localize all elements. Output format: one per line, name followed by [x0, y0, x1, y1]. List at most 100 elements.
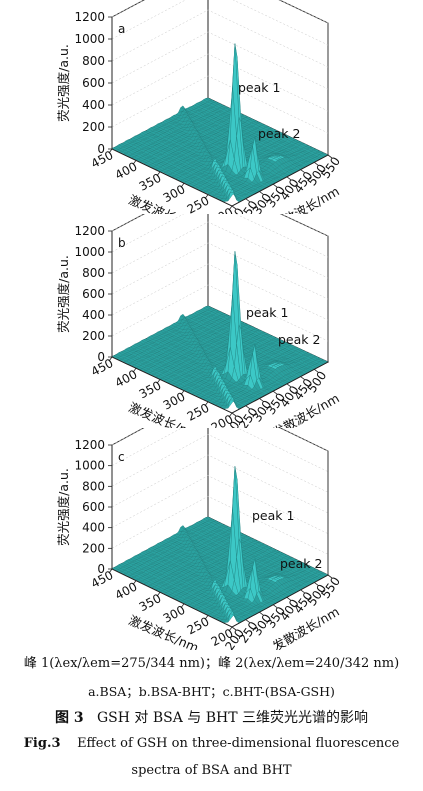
y-tick — [327, 154, 333, 159]
y-tick — [300, 169, 305, 173]
z-gridline — [111, 454, 329, 514]
x-tick-label: 350 — [137, 591, 164, 614]
surface-cell — [227, 399, 235, 409]
x-tick — [228, 626, 233, 632]
x-tick — [132, 580, 137, 585]
x-tick — [204, 401, 209, 407]
x-tick — [204, 615, 209, 620]
surface-mesh — [111, 43, 329, 203]
x-tick — [156, 379, 161, 384]
z-gridline — [111, 475, 329, 534]
y-tick — [300, 589, 305, 594]
panel-letter: a — [118, 22, 125, 36]
x-tick-label: 400 — [113, 367, 140, 390]
excitation-axis — [111, 568, 233, 628]
caption-en-line1: Fig.3 Effect of GSH on three-dimensional… — [0, 736, 423, 751]
x-tick — [204, 194, 209, 199]
z-tick-label: 600 — [82, 500, 105, 514]
z-gridline — [111, 75, 329, 134]
y-tick — [259, 191, 264, 195]
x-tick-label: 350 — [137, 171, 164, 194]
y-tick — [272, 390, 278, 395]
z-tick-label: 400 — [82, 308, 105, 322]
z-tick-label: 0 — [97, 350, 105, 364]
caption-zh-title: GSH 对 BSA 与 BHT 三维荧光光谱的影响 — [96, 710, 369, 726]
caption-en-fig-no: Fig.3 — [23, 736, 61, 751]
peak-2-label: peak 2 — [258, 126, 300, 141]
caption-en-title-1: Effect of GSH on three-dimensional fluor… — [77, 736, 400, 751]
z-gridline — [111, 428, 329, 452]
z-gridline — [111, 434, 329, 493]
z-tick-label: 0 — [97, 562, 105, 576]
caption-en-title-2: spectra of BSA and BHT — [131, 763, 292, 778]
y-tick — [286, 596, 292, 601]
z-gridline — [111, 0, 329, 24]
z-tick-label: 600 — [82, 287, 105, 301]
y-tick — [259, 398, 264, 402]
z-tick-label: 800 — [82, 479, 105, 493]
peak-2-label: peak 2 — [280, 556, 322, 571]
surface-cell — [227, 613, 235, 623]
chart-b-svg: 0200400600800100012004504003503002502002… — [56, 214, 342, 428]
emission-axis — [231, 574, 329, 628]
x-tick — [180, 603, 185, 609]
x-tick-label: 400 — [113, 159, 140, 182]
excitation-axis — [111, 148, 233, 207]
y-tick — [272, 604, 278, 609]
y-tick — [272, 183, 278, 188]
x-tick-label: 250 — [185, 401, 212, 424]
y-tick — [245, 405, 250, 410]
z-tick-label: 0 — [97, 142, 105, 156]
z-tick-label: 400 — [82, 521, 105, 535]
y-tick — [314, 582, 319, 586]
z-gridline — [111, 0, 329, 46]
peak-1-label: peak 1 — [246, 305, 288, 320]
x-tick — [132, 367, 137, 373]
z-gridline — [111, 242, 329, 300]
chart-panel-b: 0 200 400 600 800 1000 1200 450 400 350 300 250 200 2… — [0, 214, 423, 428]
z-axis-title: 荧光强度/a.u. — [56, 468, 71, 546]
caption-zh-fig-no: 图 3 — [54, 710, 84, 726]
x-tick-label: 450 — [89, 356, 116, 379]
z-tick-label: 1200 — [74, 10, 105, 24]
z-tick-label: 1200 — [74, 224, 105, 238]
chart-panel-c: 0 200 400 600 800 1000 1200 450 400 350 300 250 200 2… — [0, 428, 423, 650]
surface-mesh — [111, 466, 329, 624]
z-gridline — [111, 214, 329, 237]
y-tick-label: 200 — [222, 205, 247, 214]
emission-axis — [231, 361, 329, 414]
z-gridline — [111, 214, 329, 258]
caption-peaks: 峰 1(λex/λem=275/344 nm)；峰 2(λex/λem=240/… — [23, 656, 400, 671]
z-gridline — [111, 496, 329, 555]
surface-cell — [227, 192, 235, 202]
z-gridline — [111, 53, 329, 112]
z-tick-label: 200 — [82, 120, 105, 134]
peak-1-label: peak 1 — [238, 80, 280, 95]
chart-panel-a: 0200400600800100012004504003503002502002… — [0, 0, 423, 214]
y-tick — [286, 383, 292, 388]
y-tick — [245, 198, 250, 203]
z-tick-label: 400 — [82, 98, 105, 112]
x-tick — [108, 148, 113, 154]
x-tick-label: 300 — [161, 603, 188, 626]
y-tick — [231, 412, 237, 417]
x-tick — [132, 160, 137, 165]
peak-2-label: peak 2 — [278, 332, 320, 347]
y-tick — [314, 368, 319, 373]
x-tick-label: 200 — [209, 205, 236, 214]
z-tick-label: 1000 — [74, 459, 105, 473]
x-tick-label: 300 — [161, 182, 188, 205]
x-tick — [228, 205, 233, 211]
z-tick-label: 1000 — [74, 245, 105, 259]
y-tick — [259, 611, 264, 616]
z-gridline — [111, 221, 329, 279]
y-tick — [327, 574, 333, 579]
x-tick-label: 400 — [113, 580, 140, 603]
z-tick-label: 1200 — [74, 438, 105, 452]
x-tick-label: 250 — [185, 194, 212, 214]
z-tick-label: 1000 — [74, 32, 105, 46]
z-tick-label: 200 — [82, 541, 105, 555]
y-tick — [314, 161, 319, 166]
x-tick — [108, 568, 113, 574]
peak-1-label: peak 1 — [252, 508, 294, 523]
